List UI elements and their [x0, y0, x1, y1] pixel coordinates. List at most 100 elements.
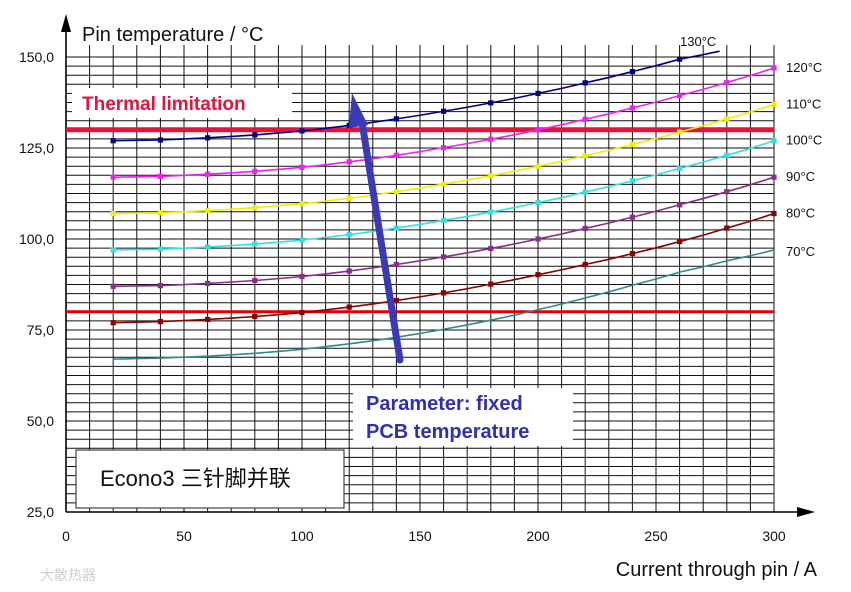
data-point: [393, 225, 399, 231]
x-tick-label: 150: [408, 528, 432, 544]
y-axis-arrow: [61, 14, 71, 32]
data-point: [252, 168, 258, 174]
data-point: [582, 225, 588, 232]
y-tick-label: 75,0: [27, 322, 54, 338]
data-point: [535, 236, 541, 242]
data-point: [724, 79, 730, 86]
x-axis-title: Current through pin / A: [616, 559, 818, 581]
data-point: [252, 241, 258, 247]
data-point: [677, 56, 683, 62]
series-label: 90°C: [786, 169, 815, 184]
data-point: [441, 217, 447, 224]
data-point: [252, 313, 258, 320]
y-tick-label: 125,0: [19, 140, 54, 156]
data-point: [677, 202, 683, 208]
data-point: [771, 101, 777, 107]
data-point: [582, 116, 588, 122]
data-point: [157, 319, 163, 325]
data-point: [441, 254, 447, 260]
data-point: [393, 116, 399, 122]
data-point: [771, 138, 777, 144]
data-point: [157, 210, 163, 216]
threshold-lines: [66, 127, 774, 314]
data-point: [205, 280, 211, 287]
data-point: [299, 201, 305, 207]
data-point: [677, 92, 683, 99]
y-tick-label: 50,0: [27, 413, 54, 429]
data-point: [582, 153, 588, 159]
data-point: [441, 145, 447, 151]
arrow-shaft: [358, 118, 404, 364]
parameter-text-line1: Parameter: fixed: [366, 393, 523, 415]
x-tick-label: 250: [644, 528, 668, 544]
data-point: [629, 250, 635, 257]
data-point: [157, 246, 163, 252]
data-point: [346, 232, 352, 238]
data-point: [346, 195, 352, 201]
y-axis-title: Pin temperature / °C: [82, 24, 263, 46]
x-tick-label: 50: [176, 528, 192, 544]
data-point: [299, 273, 305, 280]
data-point: [724, 189, 730, 195]
data-point: [157, 282, 163, 289]
data-point: [110, 247, 116, 253]
data-point: [252, 277, 258, 284]
data-point: [252, 205, 258, 211]
data-point: [157, 173, 163, 179]
y-tick-label: 100,0: [19, 231, 54, 247]
data-point: [629, 178, 635, 184]
watermark: 大散热器: [40, 568, 96, 584]
data-point: [771, 65, 777, 71]
data-point: [110, 320, 116, 326]
parameter-annotation: Parameter: fixed PCB temperature: [353, 388, 573, 446]
data-point: [441, 181, 447, 187]
series-label: 70°C: [786, 244, 815, 259]
data-point: [205, 135, 211, 141]
x-axis-arrow: [797, 507, 815, 517]
data-point: [629, 105, 635, 111]
data-point: [724, 116, 730, 122]
data-point: [299, 309, 305, 316]
data-point: [629, 141, 635, 147]
data-point: [724, 225, 730, 231]
thermal-limitation-text: Thermal limitation: [82, 94, 246, 115]
data-point: [205, 244, 211, 250]
data-point: [299, 164, 305, 170]
data-point: [393, 189, 399, 195]
thermal-limitation-label: Thermal limitation: [72, 88, 292, 118]
data-point: [535, 272, 541, 278]
data-point: [629, 214, 635, 220]
x-tick-label: 200: [526, 528, 550, 544]
x-tick-label: 0: [62, 528, 70, 544]
series-label: 120°C: [786, 60, 822, 75]
data-point: [441, 108, 447, 114]
data-point: [346, 122, 352, 129]
arrow-head: [349, 93, 368, 128]
data-point: [771, 174, 777, 180]
data-point: [252, 132, 258, 138]
data-point: [157, 137, 163, 143]
data-point: [677, 238, 683, 245]
data-point: [488, 136, 494, 142]
data-point: [205, 208, 211, 214]
series-label: 110°C: [786, 96, 821, 111]
data-point: [346, 268, 352, 274]
series-line: [113, 50, 720, 142]
series-line: [113, 249, 775, 360]
data-point: [299, 237, 305, 243]
x-tick-label: 300: [762, 528, 786, 544]
data-point: [488, 281, 494, 287]
data-point: [393, 152, 399, 158]
data-point: [393, 261, 399, 268]
tick-labels: 0 50 100 150 200 250 300 25,0 50,0 75,0 100,0 125,0…: [19, 49, 786, 544]
data-point: [441, 290, 447, 296]
data-point: [110, 174, 116, 180]
series-group: 70°C 80°C 90°C 100°C 110°C 120°C 130°C: [110, 34, 822, 360]
series-label: 130°C: [680, 34, 716, 49]
parameter-arrow: [349, 93, 404, 364]
data-point: [110, 283, 116, 289]
data-point: [582, 80, 588, 86]
data-point: [582, 189, 588, 195]
data-point: [488, 100, 494, 106]
data-point: [205, 171, 211, 177]
